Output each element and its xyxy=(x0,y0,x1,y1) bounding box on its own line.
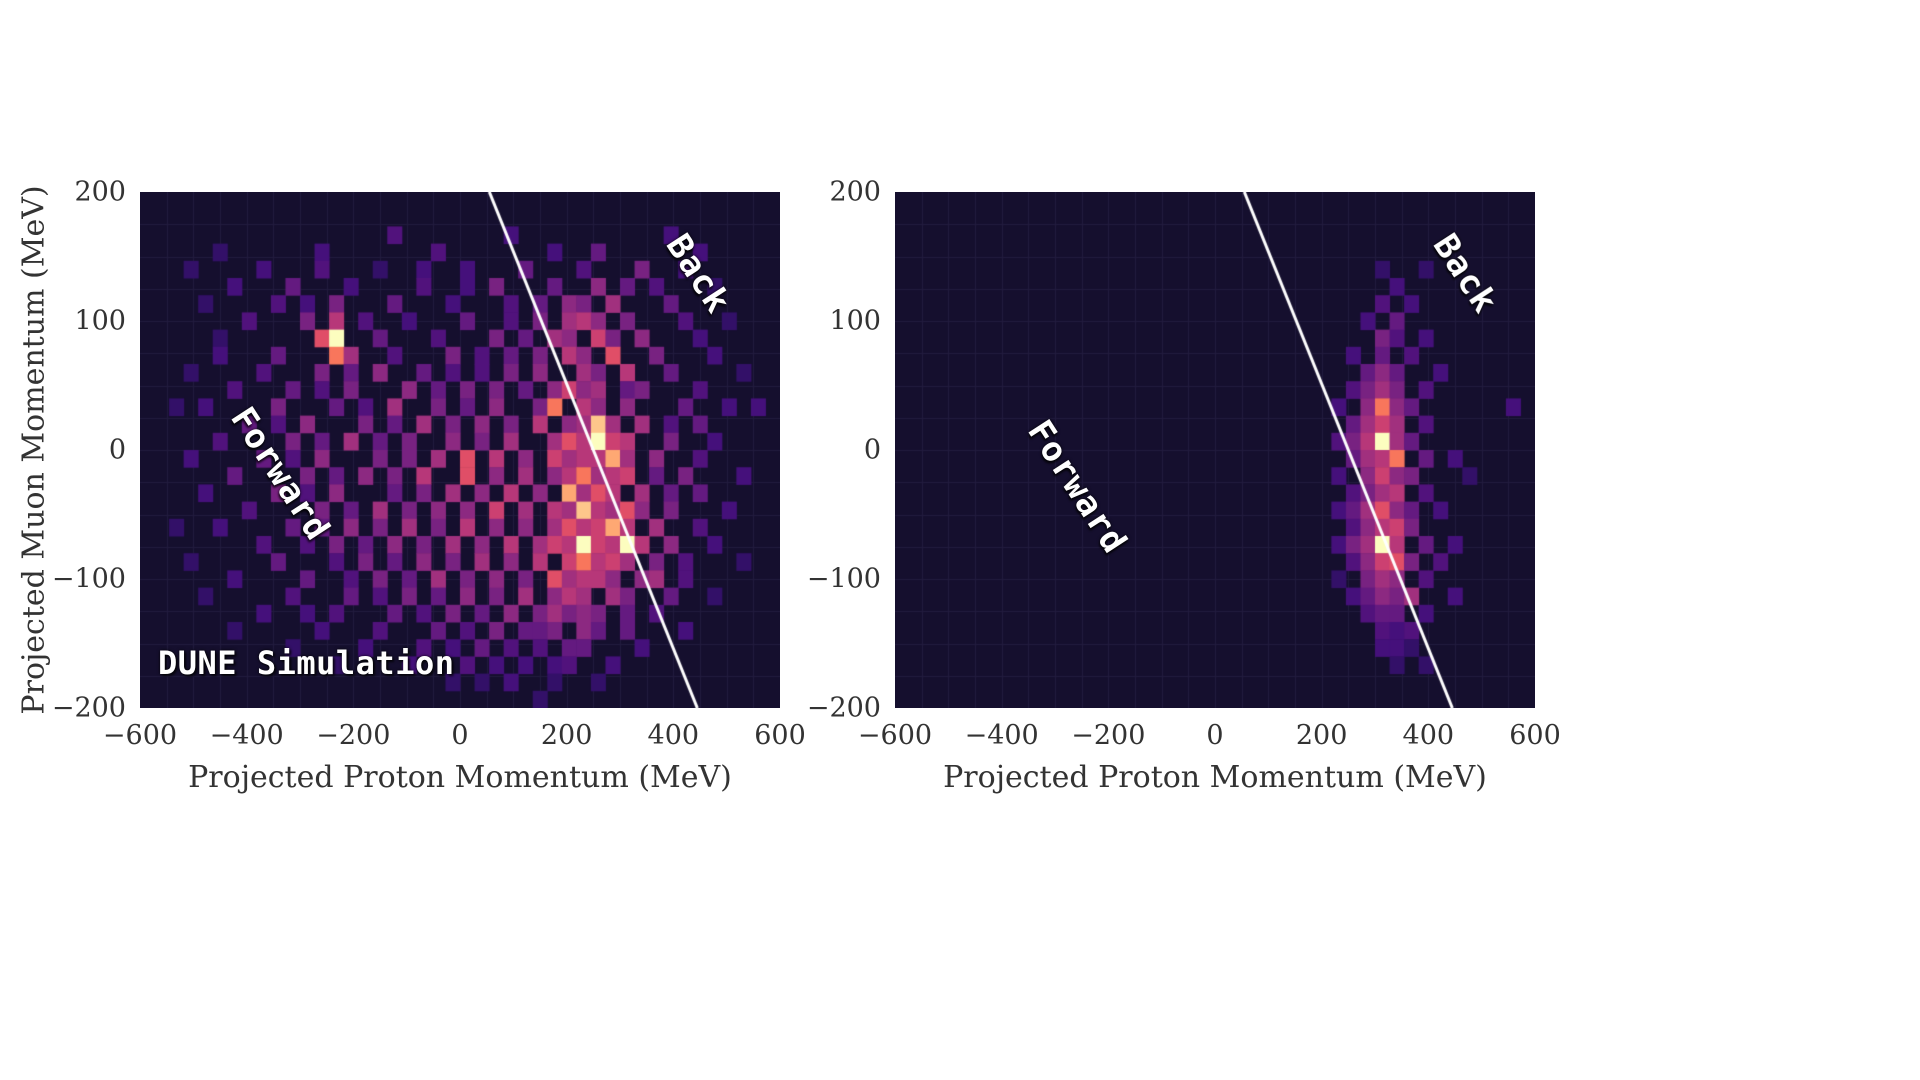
x-tick: 600 xyxy=(754,720,806,751)
y-tick: −100 xyxy=(806,563,881,595)
heatmap-canvas-left xyxy=(140,192,780,708)
y-axis-label: Projected Muon Momentum (MeV) xyxy=(16,185,52,715)
x-axis-label-left: Projected Proton Momentum (MeV) xyxy=(188,760,732,795)
x-tick: −200 xyxy=(1071,720,1146,751)
x-axis-label-right: Projected Proton Momentum (MeV) xyxy=(943,760,1487,795)
x-tick: −600 xyxy=(857,720,933,751)
y-tick: 100 xyxy=(829,305,881,337)
y-tick: −100 xyxy=(51,563,126,595)
x-tick: 400 xyxy=(1402,720,1455,751)
x-tick: 200 xyxy=(540,720,593,751)
y-tick: 100 xyxy=(74,305,126,337)
x-tick: 200 xyxy=(1295,720,1348,751)
x-tick: −400 xyxy=(209,720,284,751)
y-tick: 200 xyxy=(829,176,881,208)
heatmap-panel-left: Forward Back DUNE Simulation −600 −400 −… xyxy=(52,177,806,796)
x-tick: −400 xyxy=(964,720,1039,751)
heatmap-canvas-right xyxy=(895,192,1535,708)
y-tick: −200 xyxy=(806,692,881,724)
x-tick: 0 xyxy=(451,720,469,751)
y-tick: 0 xyxy=(108,434,126,466)
x-tick: −600 xyxy=(102,720,178,751)
heatmap-panel-right: Forward Back −600 −400 −200 0 200 400 60… xyxy=(807,177,1561,796)
y-tick: 200 xyxy=(74,176,126,208)
y-tick: 0 xyxy=(863,434,881,466)
dune-simulation-label: DUNE Simulation xyxy=(158,644,455,682)
x-tick: 600 xyxy=(1509,720,1561,751)
x-tick: 400 xyxy=(647,720,700,751)
x-tick: −200 xyxy=(316,720,391,751)
y-tick: −200 xyxy=(51,692,126,724)
x-tick: 0 xyxy=(1206,720,1224,751)
